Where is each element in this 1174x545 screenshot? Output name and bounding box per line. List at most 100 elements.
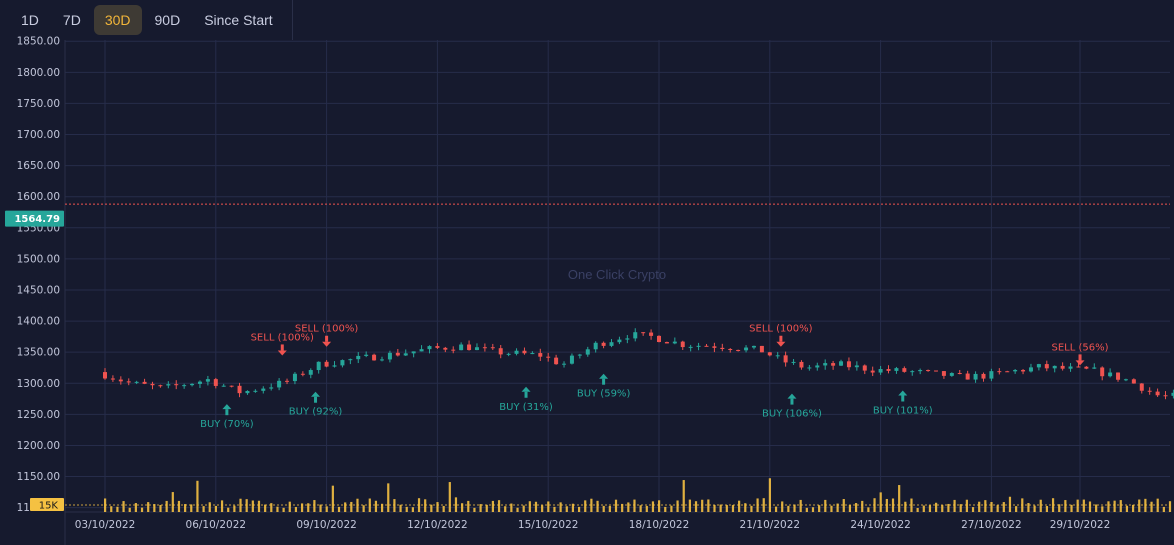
candle-body xyxy=(213,379,218,386)
candle-body xyxy=(609,342,614,346)
volume-bar xyxy=(411,507,414,512)
volume-bar xyxy=(362,505,365,512)
volume-bar xyxy=(417,498,421,512)
price-tick-label: 1350.00 xyxy=(17,347,60,359)
candle-body xyxy=(467,344,472,351)
candle-body xyxy=(126,381,131,383)
candle-body xyxy=(538,353,543,357)
price-tick-label: 1150.00 xyxy=(17,471,60,483)
buy-arrow-icon xyxy=(599,373,609,379)
date-tick-label: 27/10/2022 xyxy=(961,519,1022,531)
candle-body xyxy=(300,373,305,375)
volume-bar xyxy=(614,499,618,512)
timeframe-7d-button[interactable]: 7D xyxy=(52,5,92,35)
candle-body xyxy=(569,355,574,364)
volume-bar xyxy=(454,497,458,512)
volume-bar xyxy=(750,505,753,512)
timeframe-30d-button[interactable]: 30D xyxy=(93,5,142,35)
price-tick-label: 1450.00 xyxy=(17,284,60,296)
candle-body xyxy=(965,373,970,380)
buy-arrow-shaft xyxy=(524,391,528,398)
volume-bar xyxy=(1125,505,1129,512)
volume-bar xyxy=(393,499,396,512)
timeframe-since-start-button[interactable]: Since Start xyxy=(193,5,283,35)
volume-bar xyxy=(879,492,882,512)
candle-body xyxy=(142,381,147,384)
volume-bar xyxy=(553,506,556,512)
candle-body xyxy=(926,370,931,372)
candle-body xyxy=(934,370,938,372)
candle-body xyxy=(736,349,741,351)
candle-body xyxy=(712,346,717,348)
volume-bar xyxy=(1101,506,1104,512)
candle-body xyxy=(1139,383,1144,391)
timeframe-1d-button[interactable]: 1D xyxy=(10,5,50,35)
candle-body xyxy=(846,361,851,368)
price-tick-label: 1800.00 xyxy=(17,67,60,79)
candle-body xyxy=(577,354,582,356)
candle-body xyxy=(482,347,487,349)
volume-bar xyxy=(590,498,593,512)
candle-body xyxy=(854,365,859,368)
volume-bar xyxy=(910,498,913,512)
candle-body xyxy=(474,347,479,351)
watermark-text: One Click Crypto xyxy=(568,267,666,282)
buy-arrow-shaft xyxy=(314,396,318,403)
volume-bar xyxy=(861,500,864,512)
date-tick-label: 29/10/2022 xyxy=(1050,519,1111,531)
candle-body xyxy=(1131,379,1136,384)
volume-bar xyxy=(658,500,661,512)
candle-body xyxy=(625,338,630,340)
buy-arrow-shaft xyxy=(790,398,794,405)
volume-bar xyxy=(602,505,605,512)
volume-bar xyxy=(694,501,698,512)
sell-signal: SELL (100%) xyxy=(251,332,314,356)
candle-body xyxy=(862,365,867,371)
volume-bar xyxy=(984,500,987,512)
volume-bar xyxy=(768,478,771,512)
volume-bar xyxy=(1015,506,1018,512)
buy-signal-label: BUY (106%) xyxy=(762,409,822,420)
volume-bar xyxy=(300,503,304,512)
candle-body xyxy=(981,373,986,379)
volume-bar xyxy=(534,501,538,512)
volume-bar xyxy=(1168,501,1172,512)
volume-bar xyxy=(762,498,765,512)
timeframe-90d-button[interactable]: 90D xyxy=(144,5,192,35)
candle-body xyxy=(617,339,622,343)
volume-bar xyxy=(935,502,938,512)
volume-bar xyxy=(140,507,144,512)
volume-bar xyxy=(799,499,802,512)
volume-bar xyxy=(1045,506,1048,512)
volume-bar xyxy=(510,503,513,512)
volume-bar xyxy=(233,505,236,512)
volume-bar xyxy=(676,500,679,512)
volume-bar xyxy=(171,492,174,512)
volume-bar xyxy=(214,505,217,512)
volume-bar xyxy=(978,501,981,512)
candle-body xyxy=(554,357,559,365)
candle-body xyxy=(910,371,915,373)
volume-bar xyxy=(276,506,279,512)
candle-body xyxy=(680,341,685,348)
volume-bar xyxy=(842,499,845,512)
volume-bar xyxy=(744,503,747,512)
volume-bar xyxy=(528,501,531,512)
candle-body xyxy=(261,388,266,391)
volume-bar xyxy=(177,500,181,512)
candle-body xyxy=(878,369,883,373)
candle-body xyxy=(1068,366,1073,369)
candle-body xyxy=(174,384,179,386)
timeframe-toolbar: 1D 7D 30D 90D Since Start xyxy=(0,0,1174,40)
time-axis: 03/10/2022 06/10/2022 09/10/2022 12/10/2022… xyxy=(75,519,1111,531)
candle-body xyxy=(1155,391,1160,396)
candle-body xyxy=(839,361,844,366)
sell-arrow-shaft xyxy=(280,344,284,351)
candle-body xyxy=(229,385,234,387)
candle-body xyxy=(277,380,282,388)
volume-bar xyxy=(1107,501,1110,512)
date-tick-label: 03/10/2022 xyxy=(75,519,136,531)
candle-body xyxy=(435,346,440,348)
volume-bar xyxy=(1113,500,1116,512)
